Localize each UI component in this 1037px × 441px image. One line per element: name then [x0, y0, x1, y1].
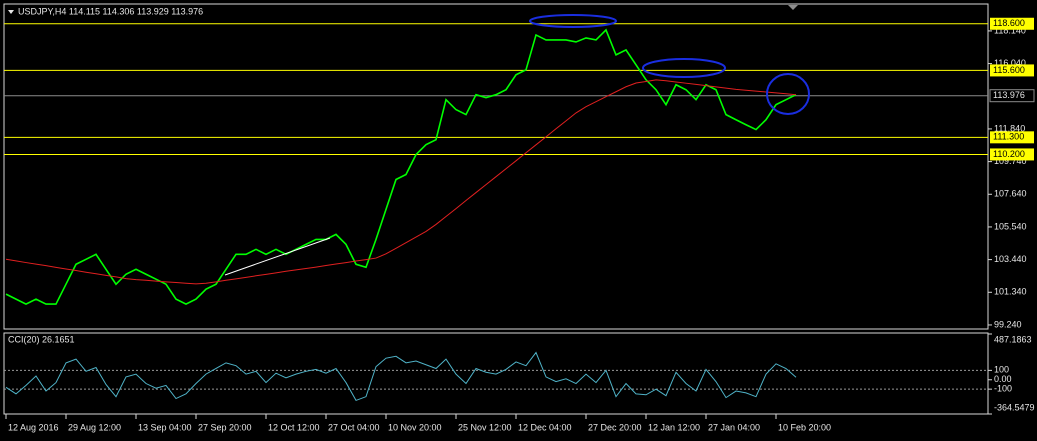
level-label: 111.300 — [993, 132, 1024, 142]
level-label-box — [990, 131, 1034, 144]
series-line — [5, 79, 797, 285]
highlight-ellipse — [766, 73, 810, 115]
chart-title: USDJPY,H4 114.115 114.306 113.929 113.97… — [18, 6, 203, 16]
shift-marker — [788, 5, 798, 10]
y-tick-label: 111.840 — [994, 123, 1025, 133]
x-tick-label: 25 Nov 12:00 — [458, 422, 512, 432]
y-tick-label: -364.5479 — [994, 402, 1035, 412]
y-tick-label: 103.440 — [994, 254, 1027, 264]
cci-panel — [3, 332, 989, 415]
level-label: 118.600 — [993, 18, 1025, 28]
x-tick-label: 29 Aug 12:00 — [68, 422, 121, 432]
series-line — [5, 28, 797, 306]
y-tick-label: 99.240 — [994, 319, 1022, 329]
symbol-menu[interactable] — [8, 10, 14, 14]
level-label: 110.200 — [993, 149, 1025, 159]
x-tick-label: 27 Dec 20:00 — [588, 422, 642, 432]
x-tick-label: 12 Oct 12:00 — [268, 422, 320, 432]
level-label-box — [990, 64, 1034, 77]
y-tick-label: 116.040 — [994, 58, 1026, 68]
series-line — [5, 351, 797, 402]
y-tick-label: 105.540 — [994, 221, 1027, 231]
x-tick-label: 12 Dec 04:00 — [518, 422, 572, 432]
x-tick-label: 12 Jan 12:00 — [648, 422, 700, 432]
plot: 118.140 116.040 111.840 109.740 107.640 105.5… — [4, 17, 1035, 432]
x-tick-label: 13 Sep 04:00 — [138, 422, 192, 432]
y-tick-label: 100 — [994, 365, 1009, 375]
trendline — [224, 237, 331, 276]
level-label-box — [990, 17, 1034, 30]
x-tick-label: 27 Oct 04:00 — [328, 422, 380, 432]
x-tick-label: 27 Jan 04:00 — [708, 422, 760, 432]
highlight-ellipse — [642, 58, 726, 78]
cci-title: CCI(20) 26.1651 — [8, 334, 75, 344]
y-tick-label: 107.640 — [994, 189, 1027, 199]
level-label: 115.600 — [993, 65, 1025, 75]
y-tick-label: -100 — [994, 384, 1012, 394]
y-tick-label: 101.340 — [994, 287, 1027, 297]
x-tick-label: 10 Feb 20:00 — [778, 422, 831, 432]
current-price-label: 113.976 — [993, 90, 1025, 100]
y-tick-label: 487.1863 — [994, 334, 1032, 344]
highlight-ellipse — [529, 14, 617, 28]
current-price-box — [989, 89, 1035, 103]
x-tick-label: 10 Nov 20:00 — [388, 422, 442, 432]
x-tick-label: 27 Sep 20:00 — [198, 422, 252, 432]
x-tick-label: 12 Aug 2016 — [8, 422, 59, 432]
y-tick-label: 118.140 — [994, 25, 1026, 35]
main-panel — [3, 3, 989, 330]
y-tick-label: 0.00 — [994, 374, 1012, 384]
y-tick-label: 109.740 — [994, 156, 1027, 166]
level-label-box — [990, 148, 1034, 161]
